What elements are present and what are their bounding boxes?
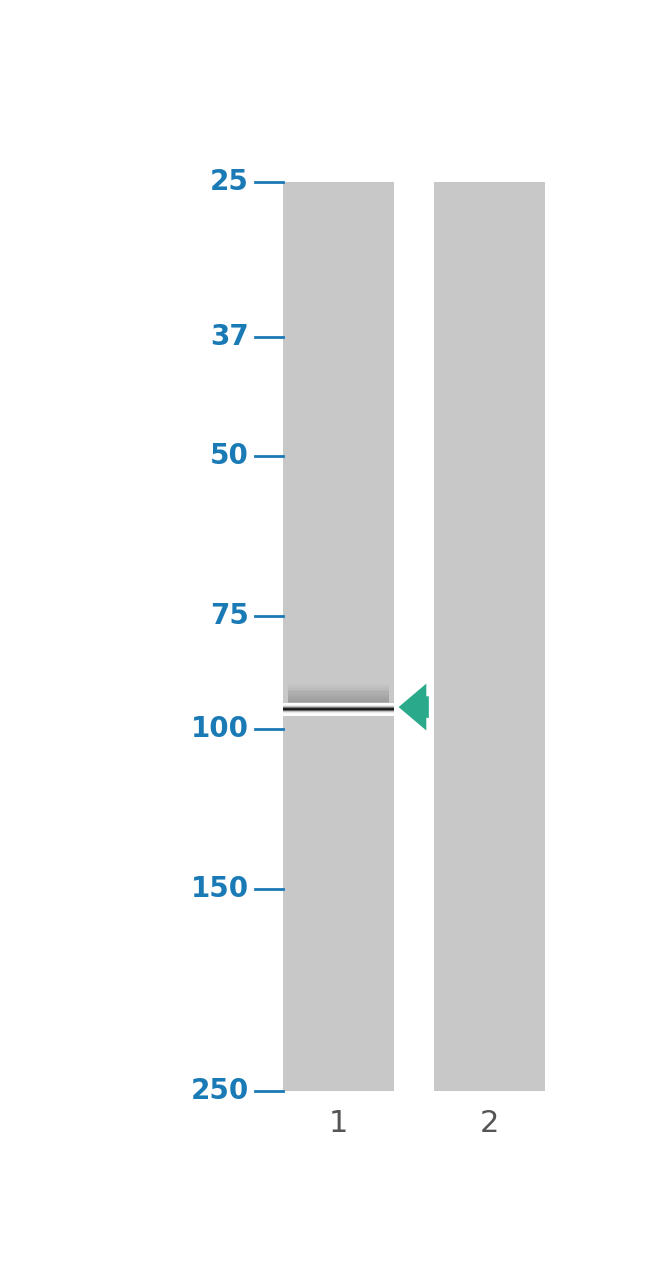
Bar	[288, 698, 389, 701]
Bar	[288, 697, 389, 698]
Bar	[288, 691, 389, 692]
Bar	[288, 696, 389, 698]
Bar	[288, 688, 389, 691]
Text: 37: 37	[210, 323, 249, 351]
Text: 25: 25	[210, 168, 249, 196]
Bar	[288, 686, 389, 688]
Bar	[288, 693, 389, 695]
Bar	[434, 182, 545, 1091]
Bar	[288, 685, 389, 687]
Text: 50: 50	[210, 442, 249, 470]
Bar	[288, 691, 389, 693]
Bar	[288, 692, 389, 695]
Bar	[288, 695, 389, 697]
Text: 150: 150	[191, 875, 249, 903]
Bar	[288, 700, 389, 702]
Bar	[288, 698, 389, 700]
Bar	[283, 182, 393, 1091]
Bar	[288, 695, 389, 696]
Text: 75: 75	[210, 602, 249, 630]
Text: 1: 1	[328, 1109, 348, 1138]
Bar	[288, 690, 389, 692]
Text: 2: 2	[480, 1109, 499, 1138]
Bar	[288, 683, 389, 685]
Bar	[288, 701, 389, 702]
Text: 100: 100	[191, 715, 249, 743]
Text: 250: 250	[190, 1077, 249, 1105]
Bar	[288, 685, 389, 686]
Bar	[288, 688, 389, 690]
Bar	[288, 687, 389, 688]
FancyArrow shape	[398, 683, 429, 730]
